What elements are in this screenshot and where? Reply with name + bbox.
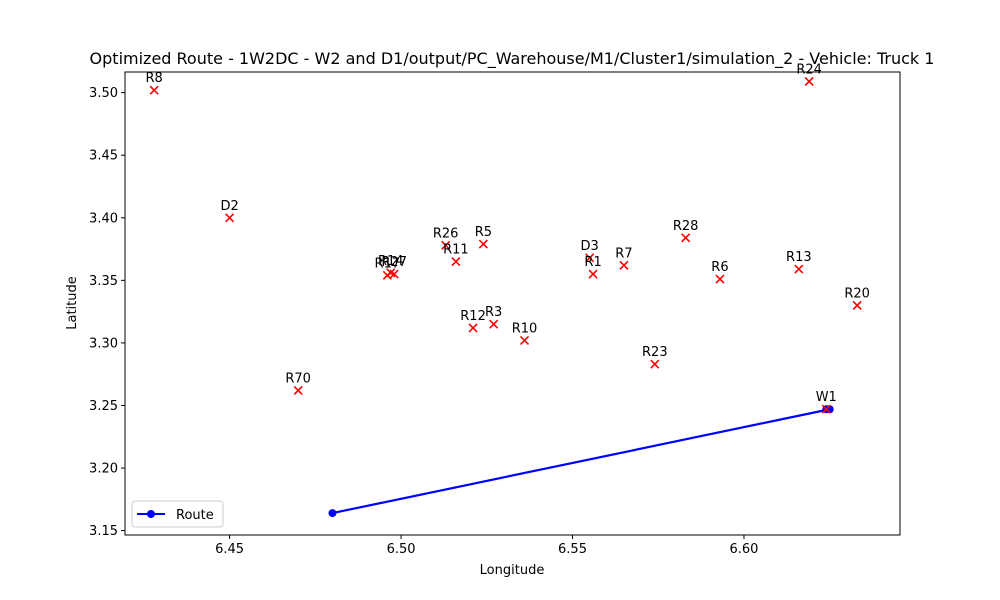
y-tick-label: 3.30 [89, 336, 118, 351]
point-label-r11: R11 [443, 243, 469, 258]
point-label-r1: R1 [584, 255, 601, 270]
point-marker-r26 [441, 240, 451, 250]
point-marker-r5 [478, 239, 488, 249]
route-line [332, 408, 830, 515]
x-tick-label: 6.55 [558, 542, 587, 557]
point-marker-r20 [852, 300, 862, 310]
point-marker-r7 [619, 260, 629, 270]
x-axis-label: Longitude [480, 563, 545, 578]
point-label-r20: R20 [844, 286, 870, 301]
point-marker-d3 [585, 253, 595, 263]
point-label-r3: R3 [485, 305, 502, 320]
y-tick-label: 3.25 [89, 399, 118, 414]
y-tick-label: 3.40 [89, 211, 118, 226]
point-label-r10: R10 [512, 321, 538, 336]
point-marker-r10 [519, 335, 530, 345]
point-marker-r27 [389, 269, 399, 279]
point-label-r26: R26 [433, 226, 459, 241]
point-label-r23: R23 [642, 345, 668, 360]
y-tick-label: 3.45 [89, 149, 118, 164]
y-tick-label: 3.15 [89, 524, 118, 539]
point-marker-r23 [650, 359, 660, 369]
x-axis: 6.45 6.50 6.55 6.60 [215, 535, 758, 557]
point-label-r27: R27 [381, 255, 407, 270]
point-label-r12: R12 [460, 309, 486, 324]
point-marker-w1 [821, 404, 831, 414]
point-label-w1: W1 [816, 390, 837, 405]
y-axis: 3.15 3.20 3.25 3.30 3.35 3.40 3.45 3.50 [89, 86, 125, 539]
x-tick-label: 6.50 [387, 542, 416, 557]
point-marker-r1 [588, 269, 598, 279]
point-marker-r3 [489, 319, 499, 329]
x-tick-label: 6.45 [215, 542, 244, 557]
point-label-r17: R17 [375, 256, 401, 271]
point-label-r5: R5 [475, 225, 492, 240]
route-stop-marker [328, 509, 337, 518]
point-marker-r70 [293, 385, 303, 396]
route-series [328, 405, 834, 518]
point-label-r70: R70 [285, 371, 311, 386]
point-label-d2: D2 [220, 199, 238, 214]
chart-title: Optimized Route - 1W2DC - W2 and D1/outp… [90, 49, 935, 69]
point-marker-r11 [451, 257, 461, 267]
point-marker-r28 [681, 233, 691, 243]
point-label-r14: R14 [378, 254, 404, 269]
y-axis-label: Latitude [65, 276, 80, 330]
point-marker-r8 [149, 85, 159, 95]
legend-box [131, 500, 224, 528]
legend-marker [147, 510, 155, 518]
point-label-r6: R6 [711, 260, 728, 275]
y-tick-label: 3.20 [89, 462, 118, 477]
point-label-r7: R7 [615, 246, 632, 261]
y-tick-label: 3.50 [89, 86, 118, 101]
plot-area [124, 71, 901, 536]
legend: Route [131, 500, 224, 528]
point-marker-r13 [794, 264, 804, 274]
point-marker-r24 [804, 76, 814, 86]
point-label-r24: R24 [796, 62, 822, 77]
point-marker-d2 [225, 213, 235, 223]
point-label-r28: R28 [673, 219, 699, 234]
point-label-r8: R8 [145, 71, 162, 86]
legend-label-route: Route [176, 508, 214, 523]
point-marker-r17 [382, 270, 392, 280]
y-tick-label: 3.35 [89, 274, 118, 289]
point-label-d3: D3 [581, 239, 599, 254]
point-marker-r12 [468, 323, 478, 333]
point-marker-r6 [715, 274, 725, 284]
x-tick-label: 6.60 [729, 542, 758, 557]
point-label-r13: R13 [786, 250, 812, 265]
